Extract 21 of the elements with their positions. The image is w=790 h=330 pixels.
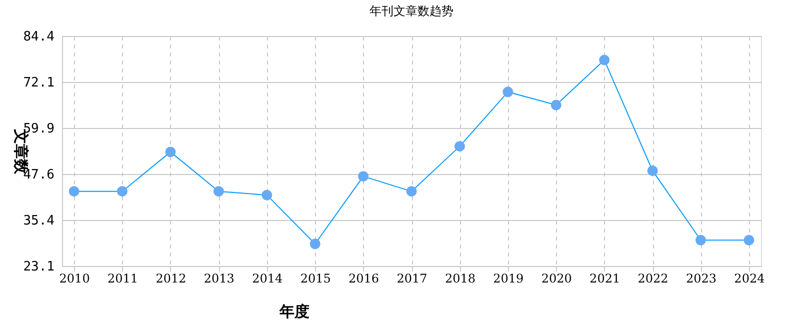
x-tick-label: 2011 — [107, 272, 138, 286]
x-tick-label: 2022 — [638, 272, 668, 286]
x-tick-label: 2012 — [156, 272, 186, 286]
x-tick-label: 2010 — [59, 272, 90, 286]
chart-title: 年刊文章数趋势 — [370, 4, 454, 18]
x-tick-label: 2024 — [734, 272, 766, 286]
x-tick-label: 2021 — [590, 272, 620, 286]
x-tick-label: 2020 — [541, 272, 572, 286]
y-tick-label: 35.4 — [23, 213, 55, 228]
x-tick-label: 2016 — [348, 272, 380, 286]
y-tick-label: 23.1 — [23, 260, 54, 274]
y-tick-label: 84.4 — [23, 30, 55, 44]
x-axis-title: 年度 — [278, 302, 310, 320]
x-tick-label: 2017 — [396, 272, 428, 286]
x-tick-label: 2014 — [252, 272, 284, 286]
x-tick-label: 2015 — [300, 272, 331, 286]
x-tick-label: 2019 — [493, 272, 524, 286]
x-tick-label: 2013 — [204, 272, 234, 286]
x-tick-label: 2018 — [444, 272, 476, 286]
y-tick-label: 72.1 — [23, 76, 54, 91]
x-tick-label: 2023 — [686, 272, 717, 286]
